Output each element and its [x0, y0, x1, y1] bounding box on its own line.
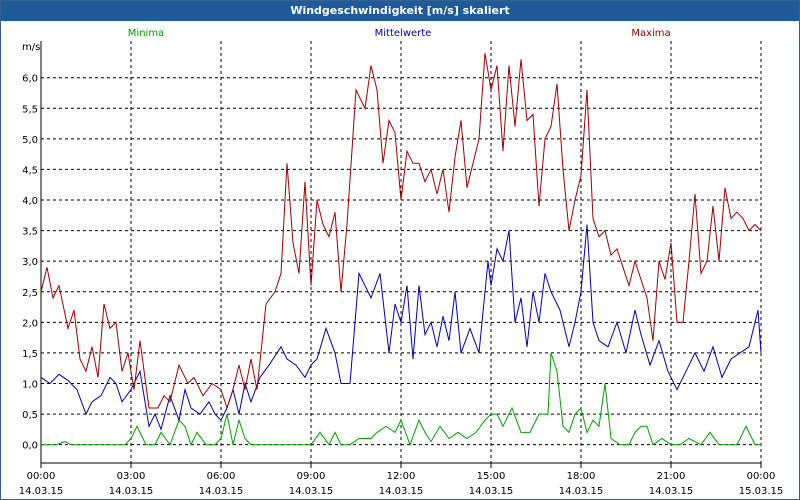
y-tick-label: 1,5	[22, 349, 38, 360]
y-tick-label: 5,5	[22, 104, 38, 115]
x-tick-date: 14.03.15	[469, 486, 514, 497]
y-tick-label: 0,5	[22, 410, 38, 421]
x-tick-time: 21:00	[657, 471, 686, 482]
y-tick-label: 3,5	[22, 227, 38, 238]
x-tick-date: 14.03.15	[379, 486, 424, 497]
series-line-maxima	[40, 53, 762, 410]
x-tick-time: 00:00	[27, 471, 56, 482]
x-tick-time: 03:00	[117, 471, 146, 482]
wind-speed-chart: 0,0 0,5 1,0 1,5 2,0 2,5 3,0 3,5 4,0 4,5 5,0 5,5 6,0 0…	[19, 28, 784, 497]
x-tick-time: 15:00	[477, 471, 506, 482]
y-tick-label: 6,0	[22, 74, 38, 85]
y-tick-label: 4,0	[22, 196, 38, 207]
y-tick-label: 2,5	[22, 288, 38, 299]
series-line-minima	[41, 352, 761, 447]
y-tick-label: 3,0	[22, 257, 38, 268]
legend-minima: Minima	[128, 28, 164, 39]
y-tick-label: 1,0	[22, 379, 38, 390]
y-tick-label: 2,0	[22, 318, 38, 329]
x-tick-date: 14.03.15	[109, 486, 154, 497]
x-tick-date: 14.03.15	[19, 486, 64, 497]
x-tick-date: 14.03.15	[559, 486, 604, 497]
y-tick-label: 4,5	[22, 165, 38, 176]
x-tick-time: 06:00	[207, 471, 236, 482]
x-tick-time: 12:00	[387, 471, 416, 482]
series-line-mittelwerte	[40, 224, 762, 431]
legend-maxima: Maxima	[631, 28, 670, 39]
y-tick-label: 5,0	[22, 135, 38, 146]
x-tick-date: 14.03.15	[649, 486, 694, 497]
y-tick-label: 0,0	[22, 441, 38, 452]
x-tick-time: 18:00	[567, 471, 596, 482]
x-tick-date: 14.03.15	[199, 486, 244, 497]
x-tick-time: 09:00	[297, 471, 326, 482]
x-tick-date: 14.03.15	[289, 486, 334, 497]
x-tick-date: 15.03.15	[739, 486, 784, 497]
legend-mittelwerte: Mittelwerte	[375, 28, 432, 39]
window-title: Windgeschwindigkeit [m/s] skaliert	[1, 1, 799, 21]
y-axis-label: m/s	[22, 42, 40, 53]
x-tick-time: 00:00	[747, 471, 776, 482]
